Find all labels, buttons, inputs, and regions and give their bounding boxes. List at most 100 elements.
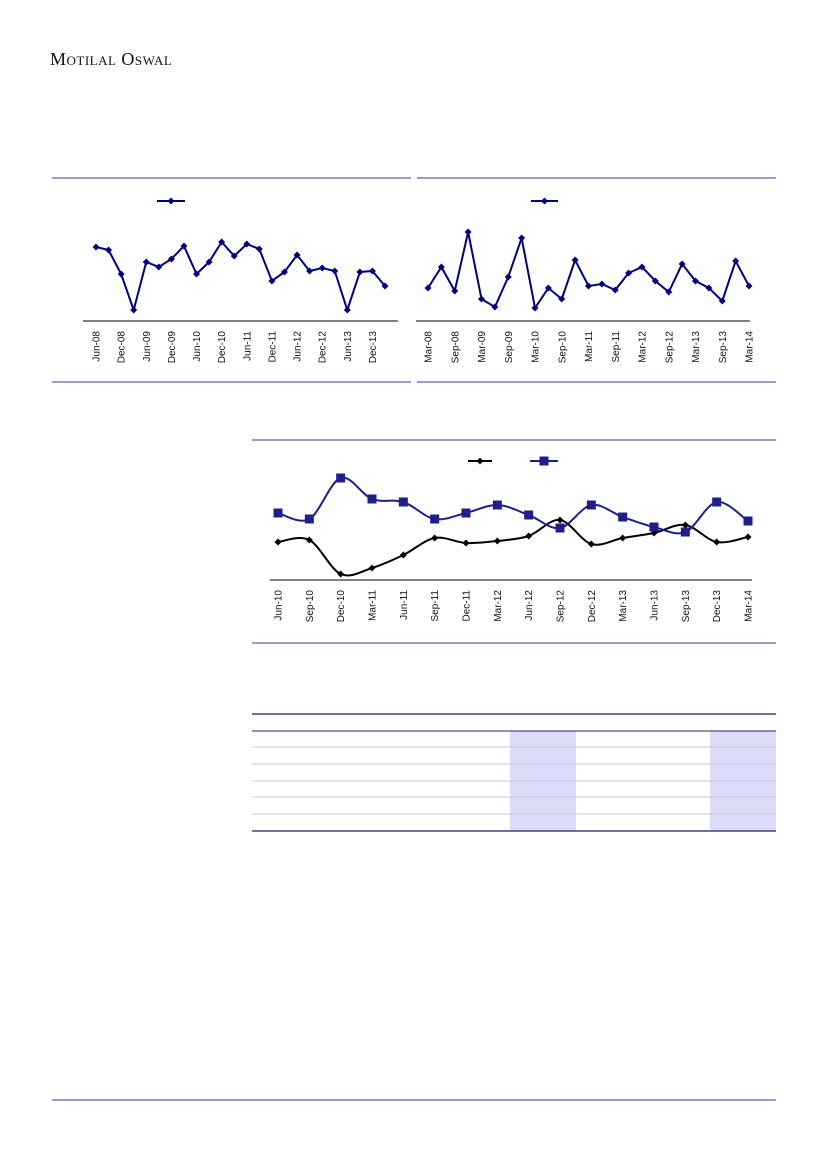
marker bbox=[381, 282, 389, 290]
x-tick-label: Jun-08 bbox=[92, 331, 103, 362]
marker bbox=[518, 234, 526, 242]
table bbox=[252, 713, 776, 832]
marker bbox=[618, 512, 628, 522]
x-tick-label: Mar-09 bbox=[477, 331, 488, 363]
x-tick-label: Sep-12 bbox=[664, 331, 675, 364]
x-tick-label: Dec-11 bbox=[462, 590, 473, 622]
marker bbox=[504, 273, 512, 281]
marker bbox=[430, 514, 440, 524]
marker bbox=[399, 551, 407, 559]
marker bbox=[230, 252, 238, 260]
marker bbox=[531, 304, 539, 312]
x-tick-label: Mar-14 bbox=[744, 590, 755, 622]
marker bbox=[180, 242, 188, 250]
x-tick-label: Sep-10 bbox=[305, 590, 316, 623]
x-tick-label: Mar-13 bbox=[618, 590, 629, 622]
marker bbox=[92, 243, 100, 251]
x-tick-label: Jun-13 bbox=[343, 331, 354, 362]
legend-marker bbox=[539, 456, 549, 466]
marker bbox=[713, 538, 721, 546]
x-tick-label: Jun-11 bbox=[242, 331, 253, 361]
marker bbox=[155, 263, 163, 271]
x-tick-label: Mar-12 bbox=[493, 590, 504, 622]
marker bbox=[464, 228, 472, 236]
marker bbox=[368, 267, 376, 275]
marker bbox=[305, 536, 313, 544]
marker bbox=[692, 277, 699, 285]
marker bbox=[625, 269, 633, 277]
marker bbox=[558, 295, 566, 303]
x-tick-label: Dec-10 bbox=[217, 331, 228, 364]
marker bbox=[745, 282, 753, 290]
marker bbox=[462, 539, 470, 547]
marker bbox=[167, 255, 175, 263]
x-tick-label: Mar-10 bbox=[531, 331, 542, 363]
x-tick-label: Mar-14 bbox=[745, 331, 756, 363]
marker bbox=[356, 268, 364, 276]
marker bbox=[398, 497, 408, 507]
marker bbox=[318, 264, 326, 272]
marker bbox=[336, 473, 346, 483]
marker bbox=[712, 497, 722, 507]
marker bbox=[680, 527, 690, 537]
x-tick-label: Sep-08 bbox=[450, 331, 461, 364]
marker bbox=[491, 303, 499, 311]
marker bbox=[705, 284, 713, 292]
x-tick-label: Sep-10 bbox=[557, 331, 568, 364]
marker bbox=[117, 270, 125, 278]
marker bbox=[649, 522, 659, 532]
marker bbox=[681, 521, 689, 529]
marker bbox=[638, 263, 646, 271]
legend-marker bbox=[167, 197, 175, 205]
marker bbox=[585, 282, 592, 290]
marker bbox=[732, 257, 740, 265]
marker bbox=[598, 280, 606, 288]
marker bbox=[274, 538, 282, 546]
marker bbox=[280, 268, 288, 276]
marker bbox=[544, 284, 552, 292]
marker bbox=[437, 263, 445, 271]
x-tick-label: Dec-09 bbox=[167, 331, 178, 364]
marker bbox=[744, 533, 752, 541]
marker bbox=[478, 295, 485, 303]
marker bbox=[424, 284, 432, 292]
x-tick-label: Mar-13 bbox=[691, 331, 702, 363]
x-tick-label: Mar-08 bbox=[424, 331, 435, 363]
series-line bbox=[95, 240, 386, 314]
x-tick-label: Dec-12 bbox=[318, 331, 329, 364]
marker bbox=[587, 540, 595, 548]
marker bbox=[665, 288, 673, 296]
marker bbox=[451, 287, 459, 295]
x-tick-label: Sep-13 bbox=[718, 331, 729, 364]
x-tick-label: Sep-12 bbox=[556, 590, 567, 623]
marker bbox=[525, 532, 533, 540]
x-tick-label: Jun-11 bbox=[399, 590, 410, 620]
marker bbox=[555, 523, 565, 533]
marker bbox=[571, 256, 579, 264]
x-tick-label: Jun-13 bbox=[650, 590, 661, 621]
marker bbox=[718, 297, 726, 305]
marker bbox=[493, 537, 501, 545]
marker bbox=[431, 534, 439, 542]
marker bbox=[130, 306, 138, 314]
marker bbox=[586, 500, 596, 510]
marker bbox=[243, 240, 251, 248]
x-tick-label: Dec-12 bbox=[587, 590, 598, 623]
marker bbox=[367, 494, 377, 504]
marker bbox=[743, 516, 753, 526]
x-tick-label: Dec-13 bbox=[368, 331, 379, 364]
marker bbox=[218, 238, 226, 246]
x-tick-label: Mar-12 bbox=[638, 331, 649, 363]
marker bbox=[343, 306, 351, 314]
x-tick-label: Jun-12 bbox=[524, 590, 535, 621]
marker bbox=[678, 260, 686, 268]
x-tick-label: Jun-09 bbox=[142, 331, 153, 362]
marker bbox=[611, 286, 619, 294]
marker bbox=[268, 277, 276, 285]
series-line bbox=[277, 518, 749, 577]
x-tick-label: Dec-13 bbox=[712, 590, 723, 623]
marker bbox=[461, 508, 471, 518]
marker bbox=[524, 510, 534, 520]
x-tick-label: Sep-11 bbox=[611, 331, 622, 363]
